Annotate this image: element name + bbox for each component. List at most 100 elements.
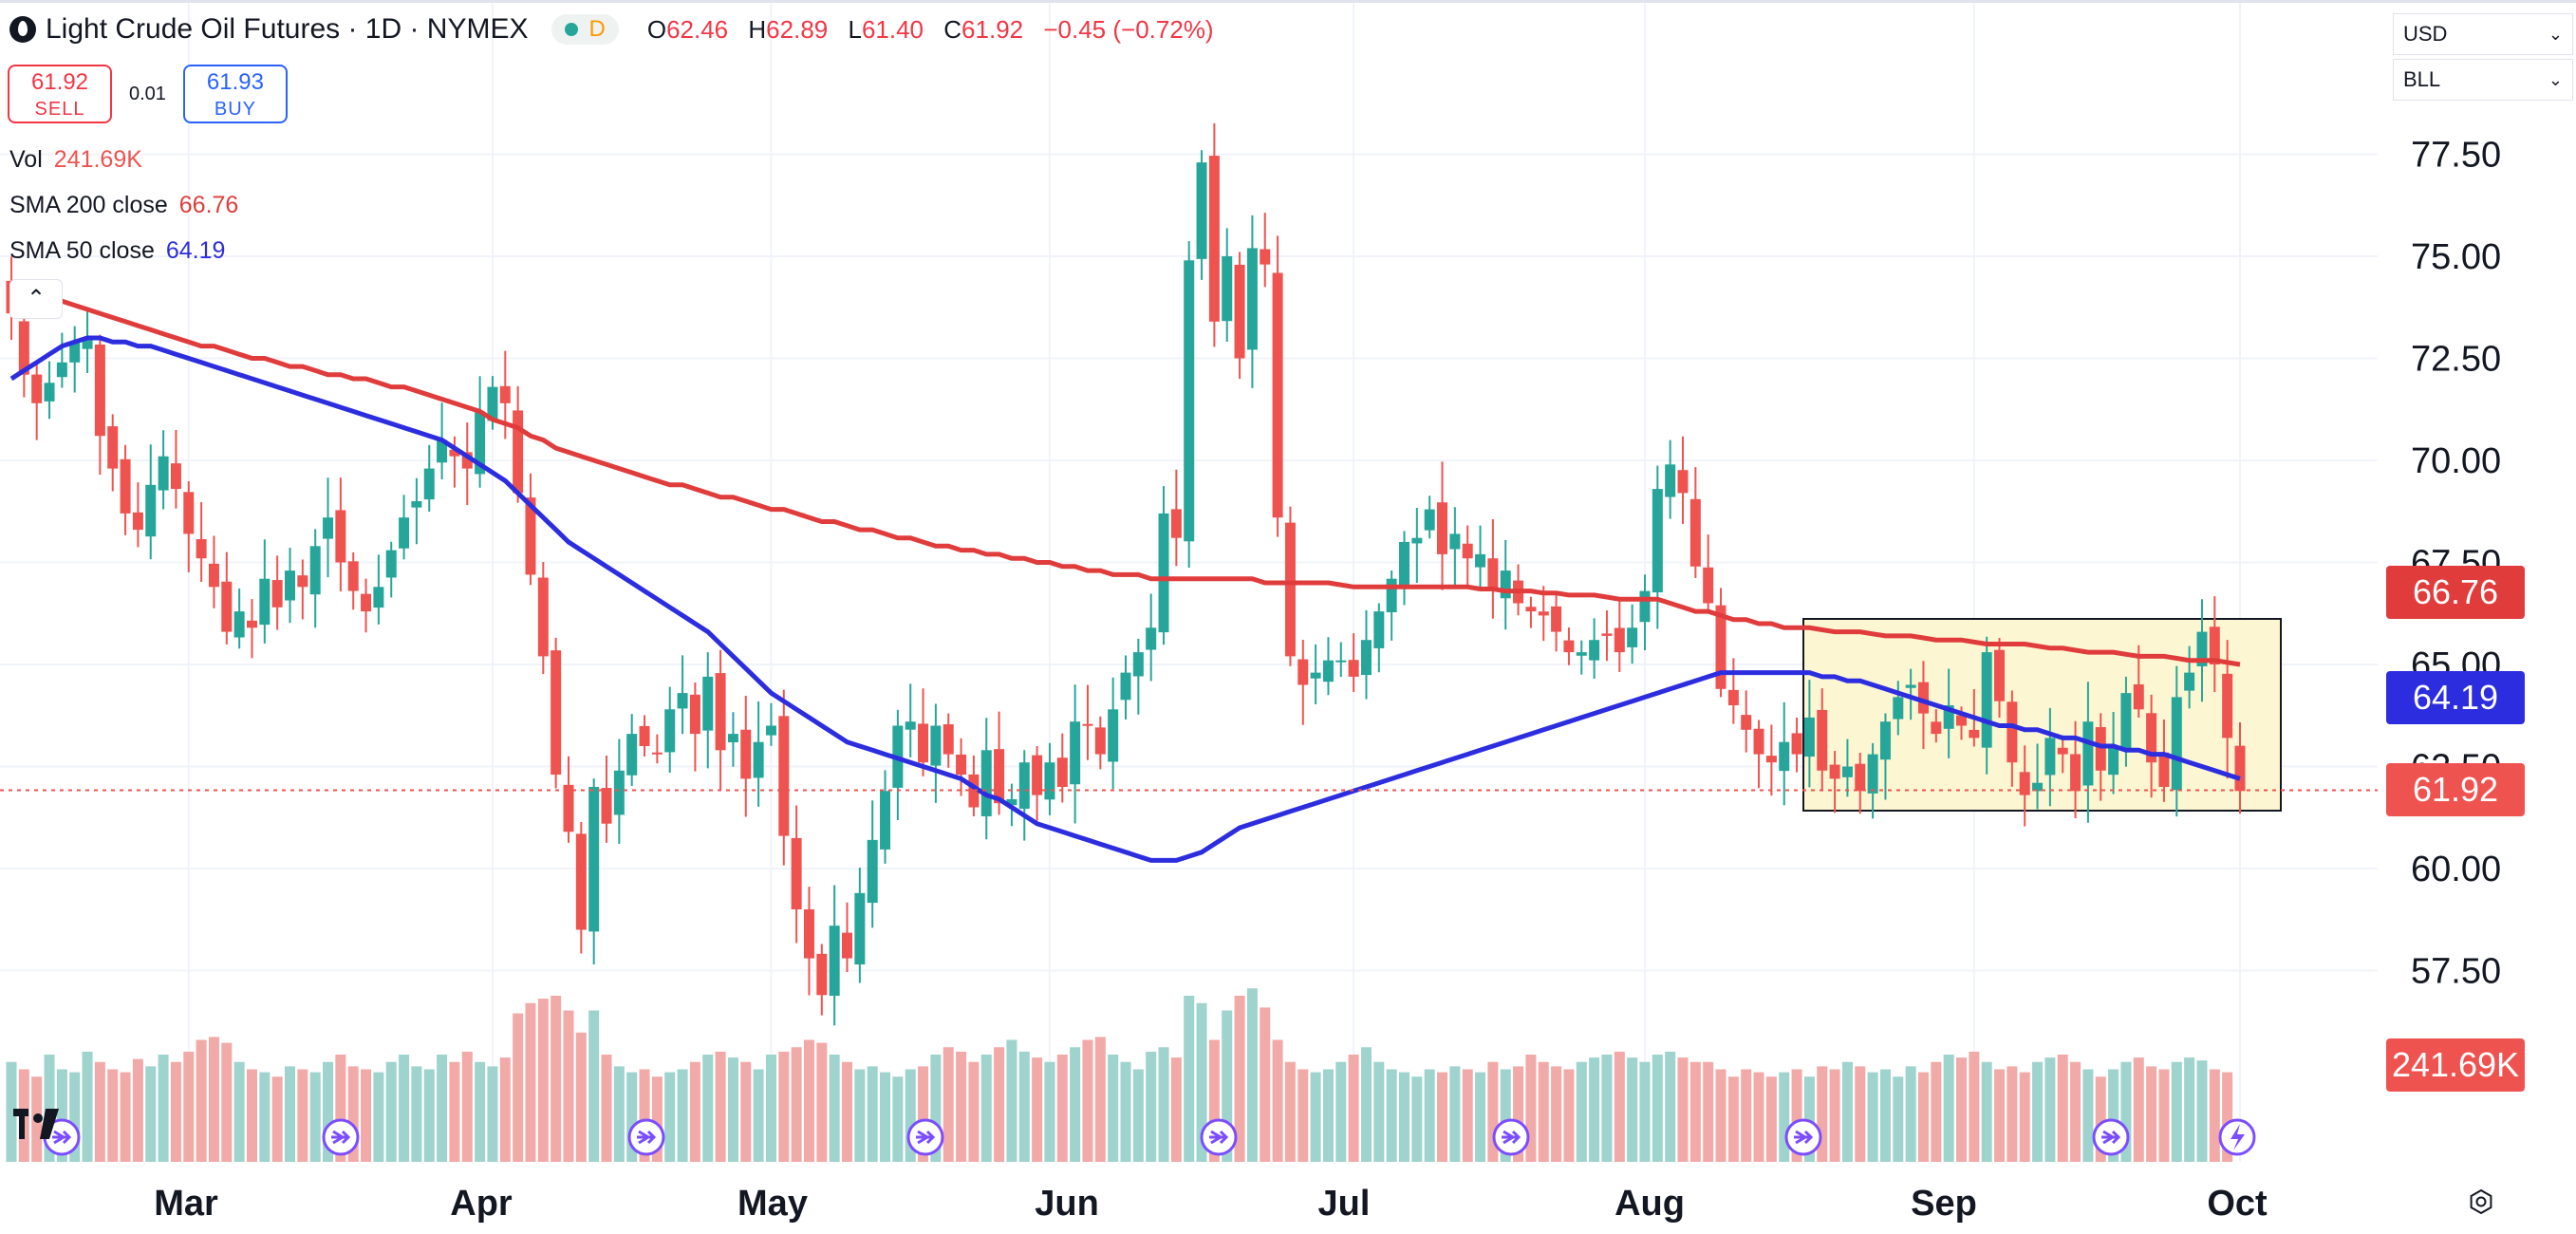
volume-bar [1829,1069,1840,1162]
symbol-legend[interactable]: Light Crude Oil Futures · 1D · NYMEX D O… [9,13,1227,46]
candle [2108,711,2119,795]
sell-button[interactable]: 61.92 SELL [8,65,112,123]
candle [1525,596,1537,628]
candle [1184,241,1195,569]
candle [829,885,840,1026]
candle [2146,694,2157,798]
candle-body [1689,498,1701,567]
symbol-title[interactable]: Light Crude Oil Futures · 1D · NYMEX [46,13,529,45]
candle-body [930,725,942,766]
candle [1082,684,1093,760]
candle [1487,518,1499,619]
volume-bar [1373,1061,1385,1162]
volume-price-tag[interactable]: 241.69K [2386,1038,2525,1092]
time-axis-tick-label: Aug [1615,1184,1685,1224]
candle [1146,593,1157,682]
volume-bar [1956,1057,1967,1162]
candle-body [601,788,612,824]
candle-body [639,725,650,746]
candle-body [1715,605,1727,689]
buy-label: BUY [214,99,256,120]
candle-body [1893,697,1904,720]
candle [475,376,486,488]
time-axis[interactable]: Mar Apr May Jun Jul Aug Sep Oct [154,1184,2268,1224]
unit-select[interactable]: BLL ⌄ [2393,59,2573,101]
candle-body [575,833,587,930]
candle [1373,603,1385,673]
candle-body [1917,682,1929,714]
candle-body [551,650,562,776]
candle-body [2133,684,2144,710]
candle [271,555,283,630]
volume-bar [1715,1069,1727,1162]
currency-select[interactable]: USD ⌄ [2393,13,2573,55]
last-price-tag[interactable]: 61.92 [2386,763,2525,817]
candle [2158,720,2170,802]
lightning-icon [2218,1118,2256,1156]
sma50-indicator-legend[interactable]: SMA 50 close 64.19 [9,237,225,265]
candle-body [475,411,486,475]
candle-body [2196,631,2208,666]
sma200-price-tag[interactable]: 66.76 [2386,566,2525,620]
volume-bar [1475,1072,1486,1162]
candle-body [107,426,119,469]
volume-bar [1931,1061,1942,1162]
volume-bar [2032,1061,2044,1162]
candle-body [297,575,308,588]
candle-body [1741,715,1752,730]
candle-body [1070,721,1081,785]
volume-bar [1665,1051,1676,1162]
candle-body [323,517,334,539]
volume-bar [309,1072,321,1162]
sma200-indicator-legend[interactable]: SMA 200 close 66.76 [9,192,238,219]
volume-bar [94,1061,105,1162]
volume-bar [563,1010,574,1162]
candle [461,422,473,506]
sma50-price-tag[interactable]: 64.19 [2386,670,2525,724]
candle-body [1234,264,1245,359]
volume-bar [1184,996,1195,1162]
event-marker-arrow [637,1130,657,1145]
volume-bar [1260,1007,1271,1162]
candle-body [2158,752,2170,787]
event-markers[interactable] [43,1118,2256,1156]
candle [816,944,828,1016]
candle [1044,742,1055,815]
price-axis-tick-label: 57.50 [2411,952,2501,992]
collapse-legend-button[interactable]: ⌃ [9,279,63,319]
volume-bar [905,1069,916,1162]
volume-bar [1981,1061,1992,1162]
candle-body [588,787,600,932]
candle-body [980,750,992,816]
candle [778,689,790,866]
market-status-pill[interactable]: D [551,14,619,45]
volume-bar [1044,1061,1055,1162]
gear-icon[interactable] [2468,1188,2494,1215]
candle-body [385,550,397,578]
volume-bar [6,1061,17,1162]
volume-bar [285,1066,295,1162]
candle [1462,525,1473,587]
candle [120,444,131,535]
candle [765,702,776,746]
volume-bar [803,1039,814,1162]
dividend-arrow-icon [1200,1118,1238,1156]
price-axis[interactable]: 77.5075.0072.5070.0067.5065.0062.5060.00… [2411,136,2501,992]
volume-bar [2007,1066,2018,1162]
volume-indicator-legend[interactable]: Vol 241.69K [9,146,142,174]
buy-button[interactable]: 61.93 BUY [182,65,288,123]
candle [1994,638,2006,719]
candle-body [2171,697,2182,791]
volume-bar [765,1055,776,1162]
volume-bar [2057,1055,2068,1162]
candle-body [727,734,738,743]
volume-bar [588,1010,600,1162]
event-marker-arrow [916,1130,936,1145]
candle-body [1703,567,1714,604]
volume-bar [651,1076,663,1162]
tradingview-logo[interactable] [13,1109,59,1139]
volume-bar [1893,1076,1904,1162]
volume-bar [1879,1069,1891,1162]
volume-bar [1018,1051,1030,1162]
